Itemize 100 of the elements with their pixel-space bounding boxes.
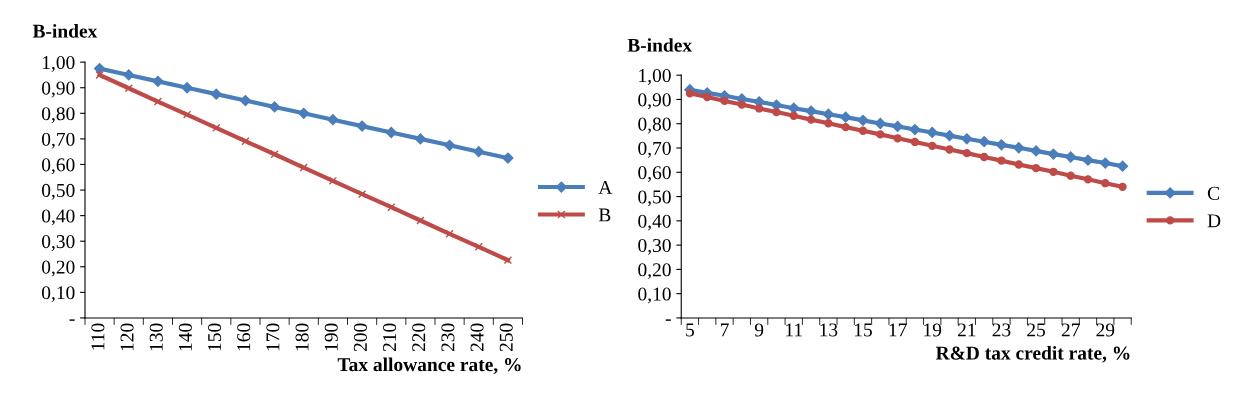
point	[997, 156, 1006, 165]
x-tick-label: 240	[470, 323, 484, 352]
point	[1099, 157, 1111, 169]
point	[891, 120, 904, 133]
point	[414, 133, 427, 145]
point	[841, 122, 850, 132]
point	[124, 84, 133, 93]
y-tick-label: 0,50	[41, 183, 75, 200]
point	[1083, 175, 1093, 184]
point	[1101, 179, 1110, 188]
point	[910, 137, 920, 147]
point	[239, 94, 252, 107]
y-tick-label: 0,40	[638, 214, 671, 231]
point	[685, 89, 695, 98]
y-axis-title: B-index	[32, 24, 98, 38]
legend-label: A	[598, 181, 613, 194]
point	[152, 75, 164, 87]
y-tick-label: 1,00	[42, 55, 75, 72]
point	[806, 115, 816, 124]
point	[1049, 167, 1058, 176]
x-tick-label: 170	[266, 323, 280, 351]
point	[926, 126, 938, 139]
y-tick-label: 0,40	[41, 209, 75, 226]
point	[268, 101, 281, 113]
y-tick-label: 0,20	[638, 263, 671, 280]
y-tick-label: 0,70	[638, 141, 671, 158]
point	[840, 111, 852, 123]
x-tick-label: 250	[499, 323, 513, 352]
x-tick-label: 5	[686, 323, 695, 337]
x-tick-label: 160	[237, 323, 251, 351]
x-tick-label: 200	[353, 323, 367, 352]
y-tick-label: 0,20	[41, 260, 75, 277]
point	[857, 114, 869, 126]
point	[210, 88, 222, 100]
x-tick-label: 29	[1096, 323, 1115, 337]
point	[443, 139, 456, 151]
point	[503, 255, 513, 265]
x-tick-label: 13	[820, 323, 838, 337]
point	[181, 82, 193, 94]
point	[416, 216, 425, 225]
x-tick-label: 21	[957, 323, 976, 337]
x-tick-label: 210	[383, 323, 397, 352]
point	[182, 110, 192, 119]
y-tick-label: -	[69, 319, 75, 321]
point	[473, 146, 485, 158]
y-tick-label: -	[665, 319, 671, 321]
point	[772, 107, 781, 117]
point	[1014, 160, 1023, 169]
point	[1065, 151, 1077, 163]
y-tick-label: 0,80	[638, 117, 671, 134]
point	[805, 105, 817, 117]
point	[1066, 171, 1075, 180]
y-tick-label: 0,30	[41, 235, 75, 251]
y-tick-label: 0,50	[638, 190, 671, 207]
point	[299, 163, 308, 172]
legend-label: D	[1207, 214, 1221, 228]
point	[945, 145, 954, 154]
point	[474, 242, 483, 252]
point	[822, 108, 834, 120]
x-tick-label: 130	[149, 323, 163, 351]
y-tick-label: 0,60	[638, 166, 671, 183]
point	[327, 114, 339, 126]
x-tick-label: 25	[1027, 323, 1046, 337]
x-axis-title: R&D tax credit rate, %	[935, 345, 1130, 363]
point	[153, 97, 163, 106]
point	[876, 130, 885, 139]
x-tick-label: 120	[120, 323, 134, 351]
point	[874, 117, 886, 130]
point	[385, 126, 397, 139]
point	[1013, 142, 1025, 154]
point	[1118, 182, 1127, 192]
point	[270, 150, 279, 159]
y-tick-label: 1,00	[639, 69, 671, 85]
point	[1116, 160, 1129, 172]
point	[1082, 154, 1094, 166]
point	[502, 152, 514, 164]
x-tick-label: 230	[441, 323, 455, 352]
point	[824, 119, 833, 128]
point	[962, 148, 971, 158]
x-tick-label: 17	[889, 323, 907, 337]
point	[1047, 148, 1059, 160]
point	[1031, 163, 1041, 173]
point	[123, 69, 135, 81]
point	[979, 152, 989, 162]
y-tick-label: 0,10	[41, 286, 75, 303]
point	[387, 203, 396, 212]
legend-label: C	[1207, 186, 1219, 200]
point	[858, 126, 868, 135]
point	[703, 92, 712, 102]
point	[445, 229, 454, 238]
y-axis-title: B-index	[627, 38, 692, 52]
point	[212, 123, 221, 133]
y-tick-label: 0,30	[638, 238, 671, 255]
y-tick-label: 0,80	[41, 107, 75, 124]
x-tick-label: 110	[91, 323, 105, 350]
point	[789, 111, 798, 120]
y-tick-label: 0,70	[41, 132, 75, 149]
x-tick-label: 150	[208, 323, 222, 351]
point	[943, 130, 956, 142]
y-tick-label: 0,90	[638, 93, 671, 110]
